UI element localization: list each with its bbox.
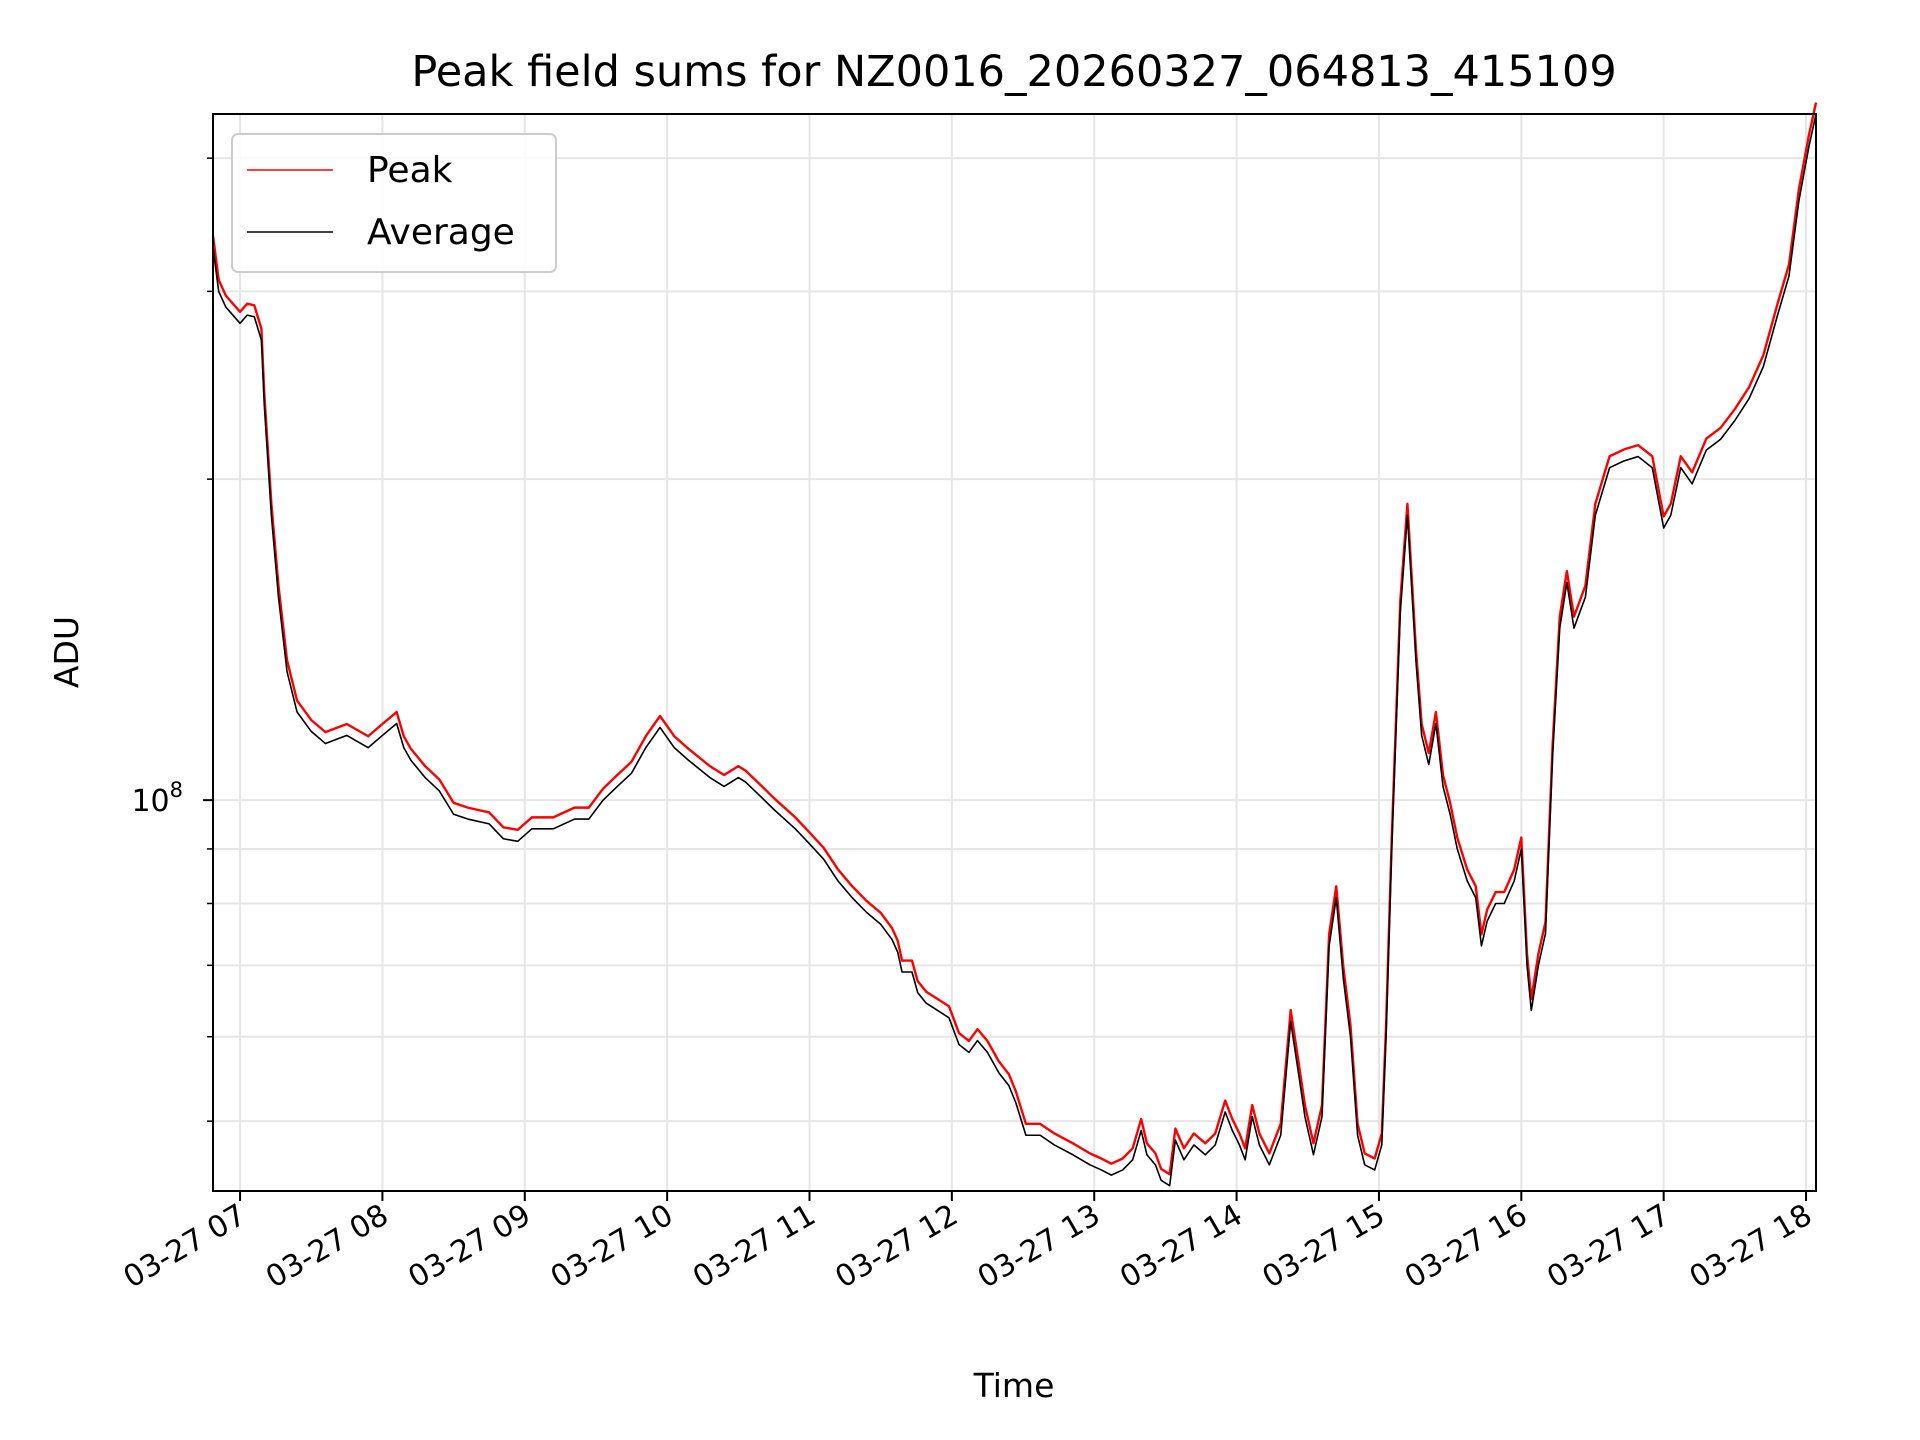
x-axis-label: Time [973,1366,1055,1405]
chart-title: Peak field sums for NZ0016_20260327_0648… [411,47,1616,97]
y-tick-exponent: 8 [170,778,183,802]
series-line-average [212,113,1817,1187]
grid-layer [213,114,1816,1191]
legend-label-peak: Peak [367,150,453,191]
y-tick-mantissa: 10 [131,784,169,819]
y-axis-label: ADU [47,616,86,688]
legend-label-average: Average [367,212,515,253]
legend: Peak Average [231,133,557,273]
series-layer [211,102,1818,1187]
legend-box [231,133,557,273]
y-tick-label: 108 [131,778,183,819]
series-line-peak [211,102,1818,1176]
plot-frame [212,113,1817,1192]
